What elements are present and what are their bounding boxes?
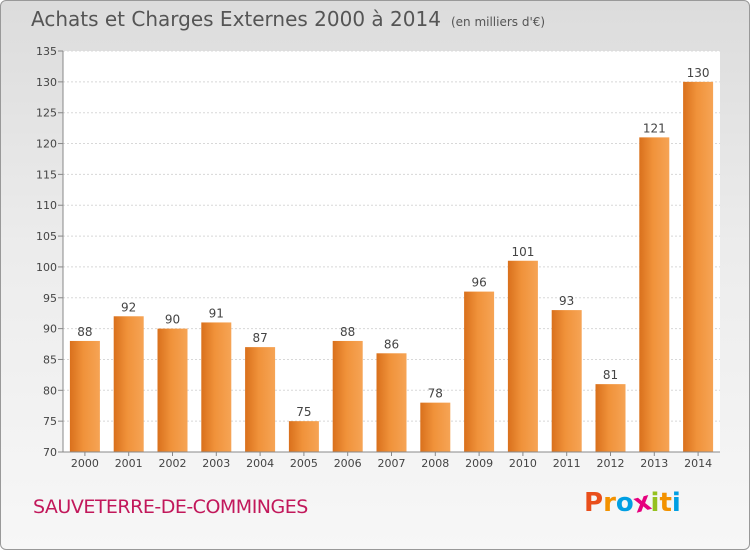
- bar-value-label: 75: [296, 405, 311, 419]
- bar-value-label: 93: [559, 294, 574, 308]
- logo-letter: t: [659, 488, 672, 518]
- x-tick-label: 2000: [71, 457, 99, 470]
- logo-letter: o: [615, 488, 634, 518]
- bar-value-label: 121: [643, 121, 666, 135]
- bar-value-label: 88: [77, 325, 92, 339]
- bar: [332, 340, 363, 452]
- y-tick-label: 85: [43, 353, 57, 366]
- y-tick-label: 115: [36, 168, 57, 181]
- logo-letter: i: [671, 488, 681, 518]
- bar-value-label: 101: [511, 245, 534, 259]
- y-tick-label: 100: [36, 261, 57, 274]
- logo-letter: r: [603, 488, 616, 518]
- y-tick-label: 110: [36, 199, 57, 212]
- y-tick-label: 75: [43, 415, 57, 428]
- bar-value-label: 86: [384, 337, 399, 351]
- x-tick-label: 2007: [378, 457, 406, 470]
- bar: [595, 384, 626, 452]
- x-tick-label: 2013: [640, 457, 668, 470]
- y-tick-label: 95: [43, 292, 57, 305]
- y-tick-label: 80: [43, 384, 57, 397]
- x-tick-label: 2004: [246, 457, 274, 470]
- bar-value-label: 130: [687, 66, 710, 80]
- x-tick-label: 2010: [509, 457, 537, 470]
- bar: [420, 402, 451, 452]
- x-tick-label: 2009: [465, 457, 493, 470]
- bar-value-label: 96: [471, 276, 486, 290]
- bar-value-label: 92: [121, 300, 136, 314]
- bar: [639, 137, 670, 452]
- bar: [69, 340, 100, 452]
- chart-title: Achats et Charges Externes 2000 à 2014 (e…: [31, 7, 545, 31]
- bar: [376, 353, 407, 452]
- x-tick-label: 2011: [553, 457, 581, 470]
- y-tick-label: 135: [36, 45, 57, 58]
- x-tick-label: 2008: [421, 457, 449, 470]
- chart-title-text: Achats et Charges Externes 2000 à 2014: [31, 7, 441, 31]
- bar: [113, 316, 144, 452]
- bar: [201, 322, 232, 452]
- x-tick-label: 2003: [202, 457, 230, 470]
- chart-subtitle: (en milliers d'€): [450, 15, 546, 29]
- bar-value-label: 78: [428, 387, 443, 401]
- bar-value-label: 87: [252, 331, 267, 345]
- y-tick-label: 125: [36, 107, 57, 120]
- bar-value-label: 91: [209, 306, 224, 320]
- logo-letter: i: [650, 488, 660, 518]
- y-tick-label: 70: [43, 446, 57, 459]
- bar: [288, 421, 319, 452]
- bar-value-label: 90: [165, 313, 180, 327]
- bar-value-label: 88: [340, 325, 355, 339]
- y-tick-label: 130: [36, 76, 57, 89]
- x-tick-label: 2006: [334, 457, 362, 470]
- x-tick-label: 2001: [115, 457, 143, 470]
- proxiti-logo: Proxiti: [584, 486, 681, 519]
- y-tick-label: 90: [43, 323, 57, 336]
- x-tick-label: 2012: [597, 457, 625, 470]
- logo-letter: P: [584, 488, 604, 518]
- x-tick-label: 2005: [290, 457, 318, 470]
- commune-name: SAUVETERRE-DE-COMMINGES: [33, 496, 308, 518]
- bar: [464, 291, 495, 452]
- y-tick-label: 120: [36, 138, 57, 151]
- x-tick-label: 2014: [684, 457, 712, 470]
- bar-value-label: 81: [603, 368, 618, 382]
- bar: [245, 347, 276, 452]
- bar: [683, 81, 714, 452]
- bar: [507, 260, 538, 452]
- bar: [551, 310, 582, 452]
- bar: [157, 328, 188, 452]
- y-tick-label: 105: [36, 230, 57, 243]
- x-tick-label: 2002: [159, 457, 187, 470]
